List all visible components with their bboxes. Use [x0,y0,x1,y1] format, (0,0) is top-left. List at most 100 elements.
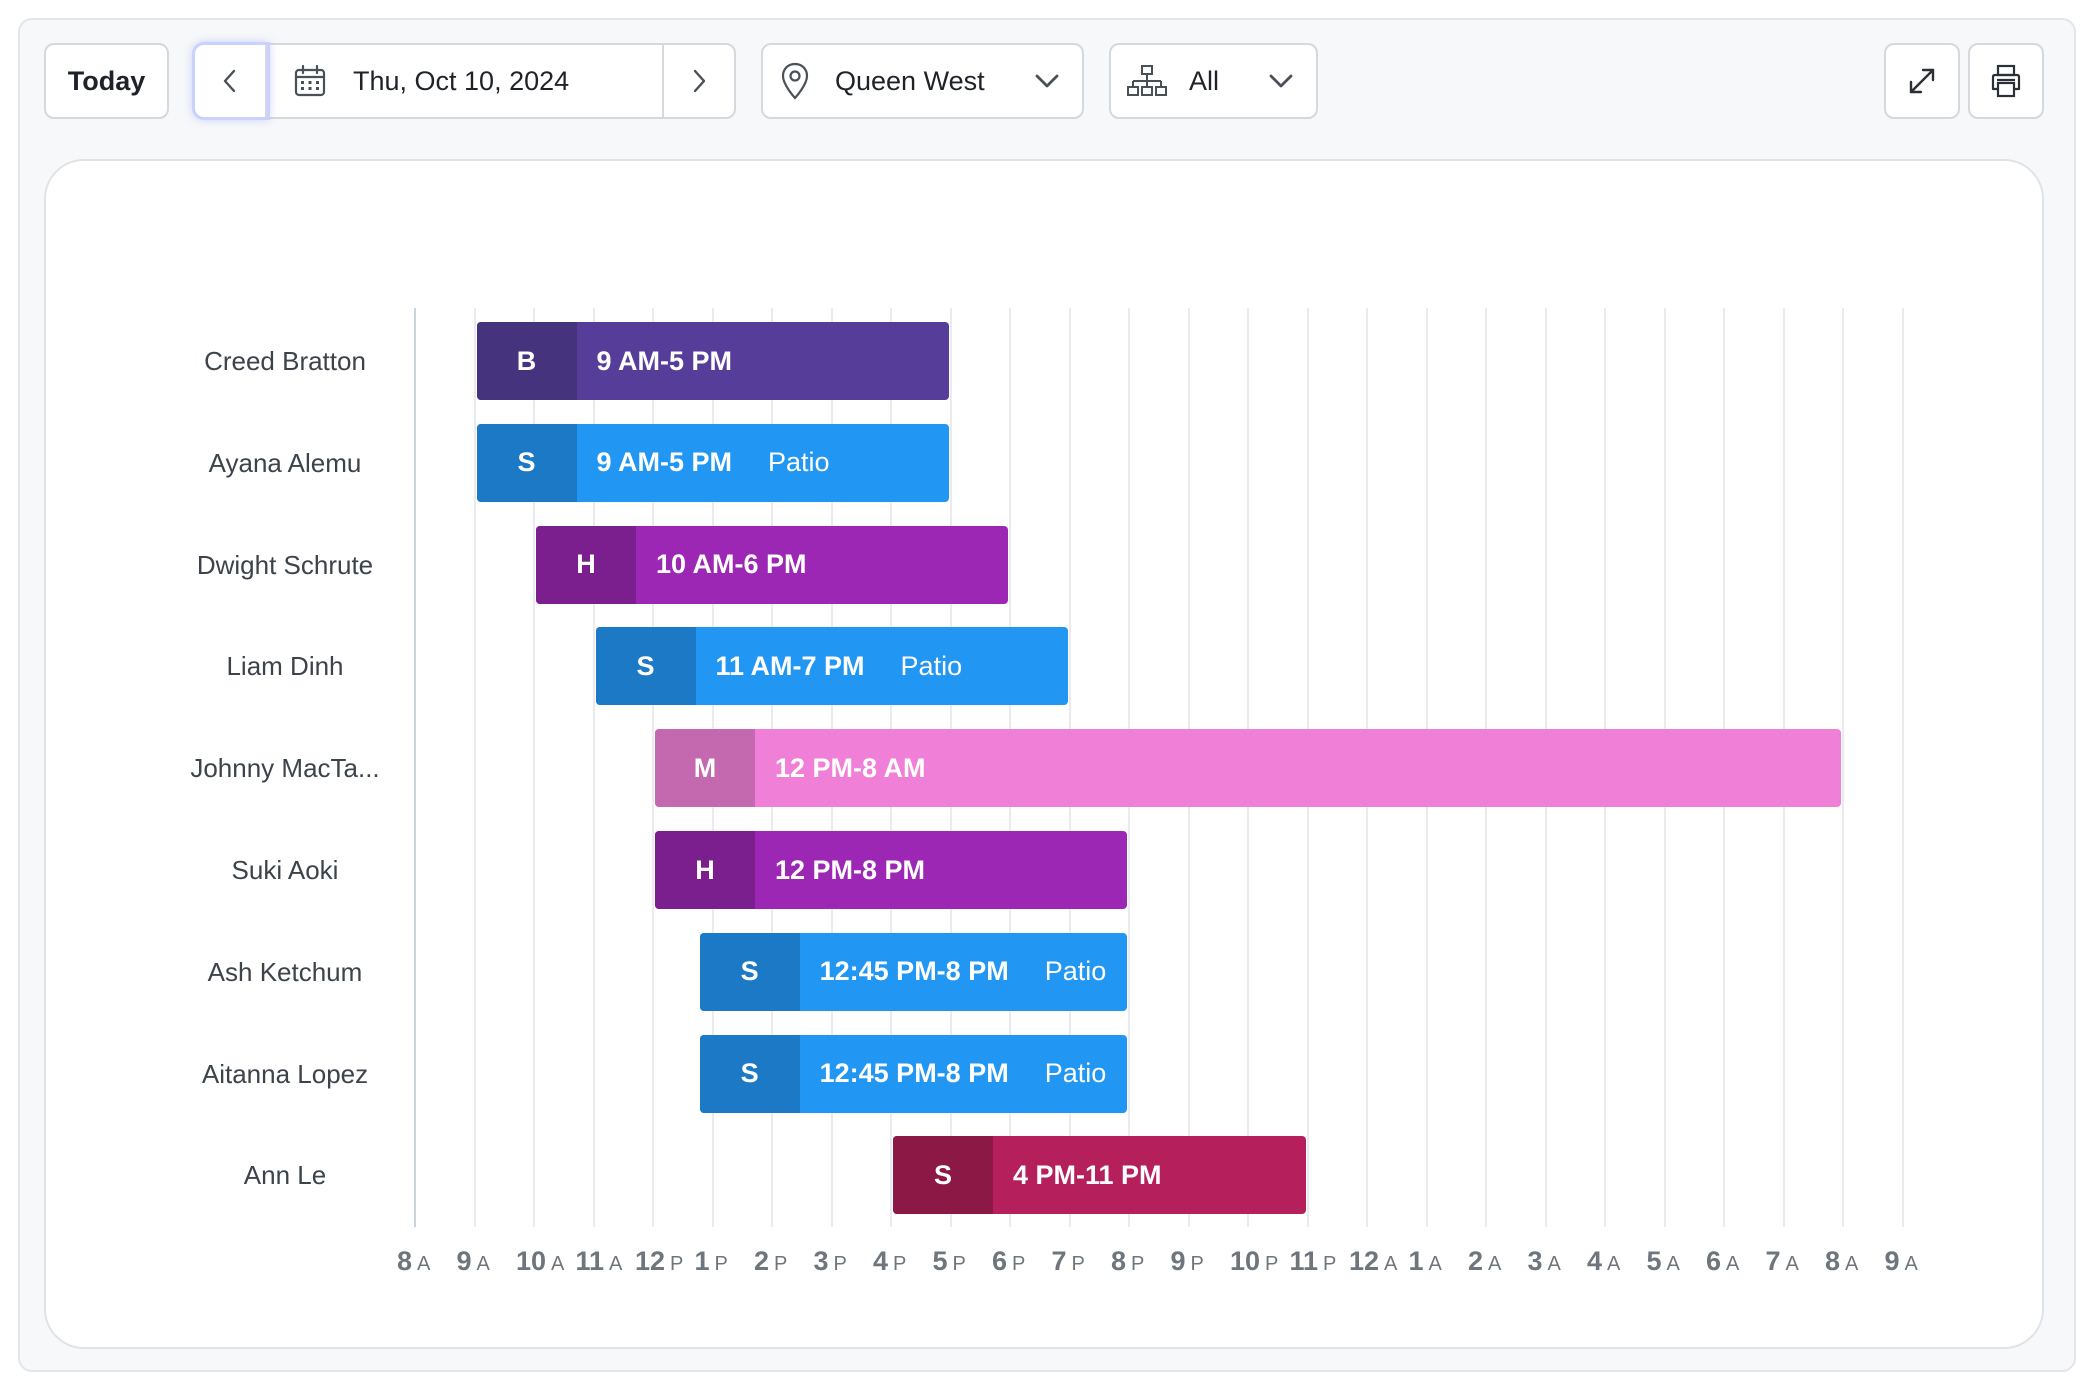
tick-suffix: P [1265,1253,1280,1275]
tick-hour: 9 [1884,1246,1900,1276]
shift-role-badge: S [595,627,696,706]
tick-hour: 12 [1349,1246,1380,1276]
shift-role-badge: S [699,1034,800,1113]
tick-hour: 6 [992,1246,1008,1276]
shift-bar[interactable]: S 9 AM-5 PM Patio [476,423,949,502]
shift-time: 10 AM-6 PM [656,549,807,580]
tick-hour: 7 [1765,1246,1781,1276]
tick-hour: 5 [1646,1246,1662,1276]
timeline-gridline [533,308,535,1227]
tick-suffix: A [1666,1253,1681,1275]
employee-name: Ash Ketchum [207,956,363,987]
shift-time: 12 PM-8 AM [775,752,926,783]
tick-hour: 5 [932,1246,948,1276]
shift-time: 12:45 PM-8 PM [819,956,1009,987]
date-navigator: Thu, Oct 10, 2024 [193,43,736,119]
tick-suffix: A [1904,1253,1919,1275]
printer-icon [1991,64,2021,98]
tick-hour: 2 [754,1246,770,1276]
employee-name: Creed Bratton [204,346,366,376]
tick-suffix: A [551,1253,566,1275]
chevron-down-icon [1035,74,1059,88]
shift-time: 9 AM-5 PM [596,447,733,478]
timeline-tick: 11 A [576,1246,624,1277]
shift-area: Patio [900,650,963,681]
shift-bar[interactable]: B 9 AM-5 PM [476,322,949,400]
timeline-gridline [652,308,654,1227]
employee-name: Ann Le [243,1160,327,1191]
employee-name: Aitanna Lopez [201,1058,369,1089]
tick-hour: 9 [1170,1246,1186,1276]
shift-bar[interactable]: H 10 AM-6 PM [536,525,1008,604]
tick-suffix: P [952,1253,967,1275]
tick-hour: 4 [1587,1246,1603,1276]
tick-hour: 12 [635,1246,666,1276]
tick-hour: 9 [456,1246,472,1276]
tick-suffix: A [1428,1253,1443,1275]
shift-bar[interactable]: M 12 PM-8 AM [655,729,1841,808]
shift-role-badge: S [476,423,577,502]
shift-bar[interactable]: S 4 PM-11 PM [893,1136,1306,1215]
expand-button[interactable] [1884,43,1960,119]
tick-suffix: P [1012,1253,1027,1275]
timeline-gridline [473,308,476,1227]
shift-role-badge: H [536,525,636,604]
hierarchy-icon [1127,65,1167,96]
group-select[interactable]: All [1109,43,1318,119]
tick-hour: 1 [1408,1246,1424,1276]
next-day-button[interactable] [662,45,734,117]
shift-bar[interactable]: H 12 PM-8 PM [655,831,1127,909]
tick-suffix: P [893,1253,908,1275]
shift-bar[interactable]: S 12:45 PM-8 PM Patio [699,932,1127,1011]
date-picker[interactable]: Thu, Oct 10, 2024 [267,45,662,117]
tick-hour: 6 [1706,1246,1722,1276]
shift-role-badge: S [893,1136,993,1215]
employee-name: Johnny MacTa... [190,753,380,784]
tick-suffix: P [1190,1253,1205,1275]
tick-suffix: A [1488,1253,1503,1275]
shift-area: Patio [1044,1058,1107,1089]
location-label: Queen West [835,65,985,96]
chevron-right-icon [693,69,706,93]
tick-suffix: P [714,1253,729,1275]
tick-suffix: P [1323,1253,1338,1275]
timeline-tick: 10 A [516,1246,565,1277]
tick-hour: 7 [1051,1246,1067,1276]
tick-hour: 3 [813,1246,829,1276]
shift-role-badge: H [655,831,755,909]
tick-suffix: A [1547,1253,1562,1275]
tick-suffix: P [670,1253,685,1275]
shift-bar[interactable]: S 12:45 PM-8 PM Patio [699,1034,1127,1113]
tick-suffix: A [1845,1253,1860,1275]
shift-time: 11 AM-7 PM [715,650,865,681]
employee-name: Ayana Alemu [208,447,362,478]
previous-day-button[interactable] [195,45,267,117]
today-button[interactable]: Today [44,43,169,119]
location-select[interactable]: Queen West [761,43,1084,119]
calendar-icon [294,64,326,97]
tick-suffix: P [1071,1253,1086,1275]
print-button[interactable] [1968,43,2044,119]
shift-role-badge: S [699,932,800,1011]
tick-suffix: A [476,1253,491,1275]
timeline-tick: 12 A [1349,1246,1398,1277]
tick-suffix: A [1384,1253,1399,1275]
shift-bar[interactable]: S 11 AM-7 PM Patio [595,627,1068,706]
tick-hour: 8 [397,1246,413,1276]
chevron-left-icon [223,69,236,93]
shift-time: 12:45 PM-8 PM [819,1058,1009,1089]
tick-hour: 11 [575,1246,605,1276]
timeline-gridline [1901,308,1904,1227]
tick-hour: 8 [1825,1246,1841,1276]
expand-icon [1909,68,1935,94]
